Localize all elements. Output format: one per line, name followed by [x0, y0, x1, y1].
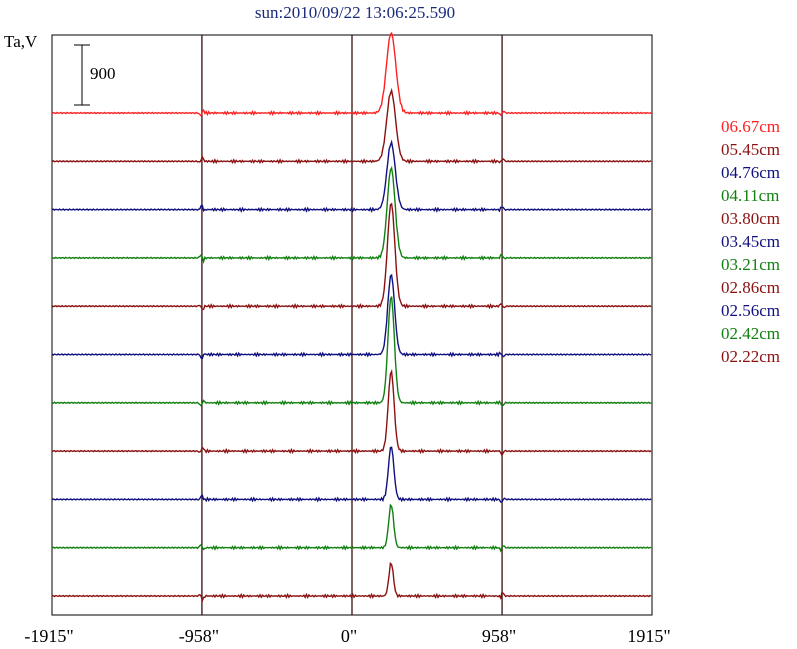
legend-entry-06.67cm: 06.67cm: [721, 117, 780, 136]
trace-03.80cm: [51, 202, 652, 311]
trace-02.56cm: [51, 446, 652, 503]
trace-03.21cm: [51, 296, 652, 407]
trace-05.45cm: [51, 87, 652, 165]
trace-02.86cm: [51, 369, 652, 457]
chart-title: sun:2010/09/22 13:06:25.590: [255, 3, 455, 22]
x-tick-label-0: -1915": [24, 626, 73, 646]
trace-04.11cm: [51, 165, 652, 265]
x-tick-labels: -1915" -958" 0" 958" 1915": [24, 626, 670, 646]
trace-02.42cm: [51, 503, 652, 553]
trace-04.76cm: [51, 139, 652, 213]
scale-bar: 900: [74, 44, 116, 106]
reference-lines: [201, 35, 503, 615]
traces: [51, 31, 652, 603]
legend-entry-04.11cm: 04.11cm: [721, 186, 779, 205]
x-tick-label-1: -958": [179, 626, 219, 646]
trace-03.45cm: [51, 273, 652, 360]
legend: 06.67cm 05.45cm 04.76cm 04.11cm 03.80cm 03.45…: [721, 117, 780, 366]
legend-entry-03.80cm: 03.80cm: [721, 209, 780, 228]
legend-entry-05.45cm: 05.45cm: [721, 140, 780, 159]
y-axis-label: Ta,V: [4, 32, 38, 51]
x-tick-label-2: 0": [341, 626, 357, 646]
x-tick-label-3: 958": [482, 626, 516, 646]
x-tick-label-4: 1915": [627, 626, 670, 646]
legend-entry-04.76cm: 04.76cm: [721, 163, 780, 182]
scale-bar-label: 900: [90, 64, 116, 83]
legend-entry-03.21cm: 03.21cm: [721, 255, 780, 274]
legend-entry-03.45cm: 03.45cm: [721, 232, 780, 251]
legend-entry-02.42cm: 02.42cm: [721, 324, 780, 343]
trace-06.67cm: [51, 31, 652, 118]
legend-entry-02.22cm: 02.22cm: [721, 347, 780, 366]
legend-entry-02.86cm: 02.86cm: [721, 278, 780, 297]
legend-entry-02.56cm: 02.56cm: [721, 301, 780, 320]
trace-02.22cm: [51, 561, 652, 603]
